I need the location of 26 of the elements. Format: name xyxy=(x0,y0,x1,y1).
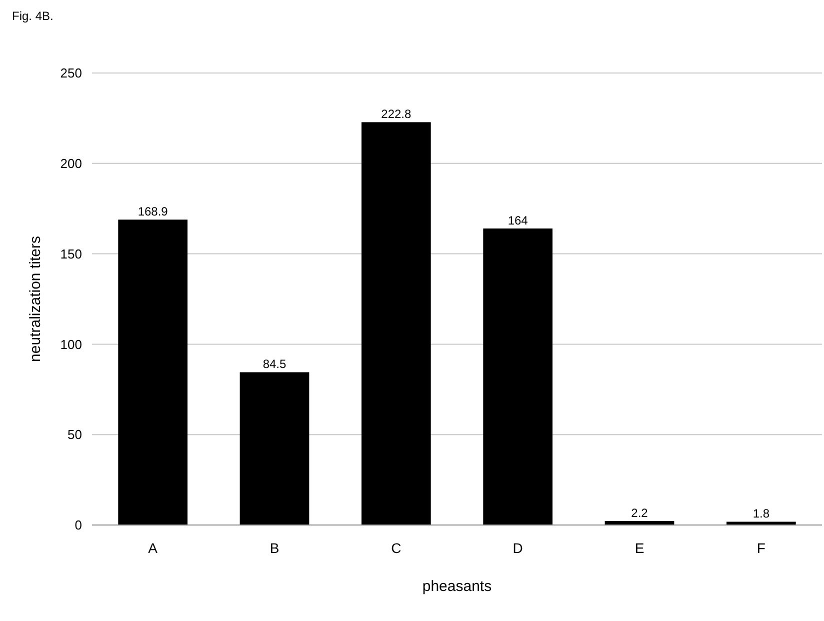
chart-title: Fig. 4B. xyxy=(12,9,54,23)
bar xyxy=(118,220,188,525)
x-tick-label: F xyxy=(756,540,766,556)
y-tick-label: 250 xyxy=(60,66,82,81)
y-tick-label: 150 xyxy=(60,246,82,262)
y-axis-title: neutralization titers xyxy=(27,236,44,362)
y-tick-label: 50 xyxy=(68,427,82,442)
data-label: 164 xyxy=(508,213,528,228)
bar xyxy=(240,372,310,525)
data-label: 222.8 xyxy=(381,107,412,122)
y-tick-label: 0 xyxy=(74,518,82,533)
data-label: 1.8 xyxy=(752,506,770,521)
x-tick-label: E xyxy=(634,540,644,556)
x-tick-label: C xyxy=(391,540,402,556)
data-label: 2.2 xyxy=(631,506,648,520)
data-label: 168.9 xyxy=(138,204,168,219)
bar xyxy=(726,522,796,525)
data-label: 84.5 xyxy=(262,357,286,372)
bar xyxy=(361,122,431,525)
x-tick-label: D xyxy=(512,540,523,556)
x-tick-label: A xyxy=(148,540,158,556)
y-tick-label: 100 xyxy=(60,336,82,352)
x-tick-label: B xyxy=(270,540,280,556)
x-axis-title: pheasants xyxy=(422,578,492,595)
y-tick-label: 200 xyxy=(60,156,82,171)
bar xyxy=(483,228,553,525)
